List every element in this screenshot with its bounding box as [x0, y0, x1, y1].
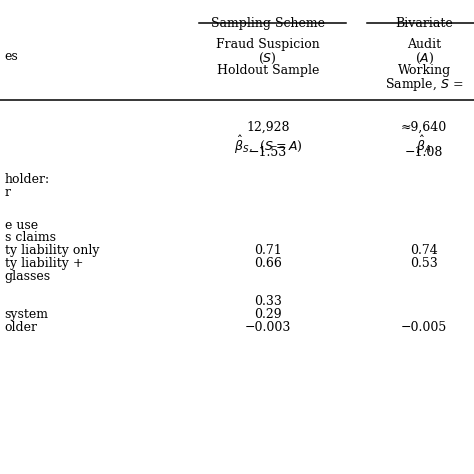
- Text: −0.005: −0.005: [401, 321, 447, 334]
- Text: system: system: [5, 308, 49, 321]
- Text: 0.33: 0.33: [254, 295, 282, 308]
- Text: glasses: glasses: [5, 270, 51, 283]
- Text: $\hat{\beta}_S$,  ($S = A$): $\hat{\beta}_S$, ($S = A$): [234, 134, 302, 156]
- Text: $\hat{\beta}_A$: $\hat{\beta}_A$: [417, 134, 432, 156]
- Text: ty liability only: ty liability only: [5, 244, 99, 257]
- Text: Audit: Audit: [407, 38, 441, 51]
- Text: 0.29: 0.29: [254, 308, 282, 321]
- Text: r: r: [5, 186, 11, 199]
- Text: e use: e use: [5, 219, 38, 231]
- Text: ≈9,640: ≈9,640: [401, 121, 447, 134]
- Text: older: older: [5, 321, 38, 334]
- Text: −1.08: −1.08: [405, 146, 443, 159]
- Text: 0.53: 0.53: [410, 257, 438, 270]
- Text: Sampling Scheme: Sampling Scheme: [211, 17, 325, 29]
- Text: ($S$): ($S$): [258, 51, 277, 66]
- Text: 12,928: 12,928: [246, 121, 290, 134]
- Text: 0.71: 0.71: [254, 244, 282, 257]
- Text: ($A$): ($A$): [415, 51, 434, 66]
- Text: 0.74: 0.74: [410, 244, 438, 257]
- Text: ty liability +: ty liability +: [5, 257, 83, 270]
- Text: Bivariate: Bivariate: [395, 17, 453, 29]
- Text: holder:: holder:: [5, 173, 50, 186]
- Text: −1.53: −1.53: [249, 146, 287, 159]
- Text: es: es: [5, 50, 18, 63]
- Text: 0.66: 0.66: [254, 257, 282, 270]
- Text: Sample, $S$ =: Sample, $S$ =: [385, 76, 464, 93]
- Text: Fraud Suspicion: Fraud Suspicion: [216, 38, 319, 51]
- Text: s claims: s claims: [5, 231, 56, 244]
- Text: −0.003: −0.003: [245, 321, 291, 334]
- Text: Working: Working: [398, 64, 451, 76]
- Text: Holdout Sample: Holdout Sample: [217, 64, 319, 76]
